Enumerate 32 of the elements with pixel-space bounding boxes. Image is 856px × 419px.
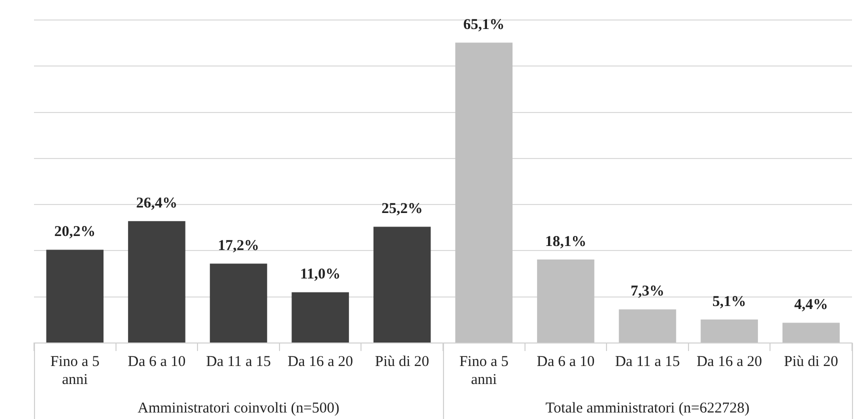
bar	[537, 259, 594, 342]
data-label: 25,2%	[381, 201, 423, 218]
text: Amministratori coinvolti (n=500)	[138, 400, 340, 416]
x-tick-label: Fino a 5 anni	[50, 354, 100, 388]
bar	[373, 226, 431, 342]
bar	[128, 221, 186, 342]
data-label: 7,3%	[630, 284, 664, 300]
bar	[46, 250, 104, 342]
bar	[782, 322, 840, 342]
text: Totale amministratori (n=622728)	[545, 400, 750, 416]
x-tick-label: Da 11 a 15	[206, 354, 271, 370]
data-label: 65,1%	[463, 16, 505, 33]
bar	[292, 292, 349, 342]
data-label: 17,2%	[218, 238, 260, 254]
data-label: 26,4%	[136, 196, 178, 212]
x-tick-label: Da 6 a 10	[536, 354, 595, 370]
data-label: 5,1%	[712, 294, 746, 310]
x-tick-label: Da 16 a 20	[288, 354, 354, 370]
data-label: 4,4%	[794, 297, 828, 314]
x-tick-label: Da 16 a 20	[696, 354, 762, 370]
x-tick-label: Da 6 a 10	[128, 354, 186, 370]
data-label: 11,0%	[300, 266, 341, 283]
data-label: 18,1%	[545, 234, 586, 250]
data-label: 20,2%	[54, 224, 96, 240]
x-tick-label: Più di 20	[375, 354, 430, 370]
bar	[455, 42, 513, 342]
bar	[210, 264, 268, 342]
x-tick-label: Da 11 a 15	[615, 354, 680, 370]
bar	[700, 319, 758, 342]
x-tick-label: Più di 20	[784, 354, 838, 370]
bar	[618, 309, 676, 342]
x-tick-label: Fino a 5 anni	[459, 354, 508, 388]
